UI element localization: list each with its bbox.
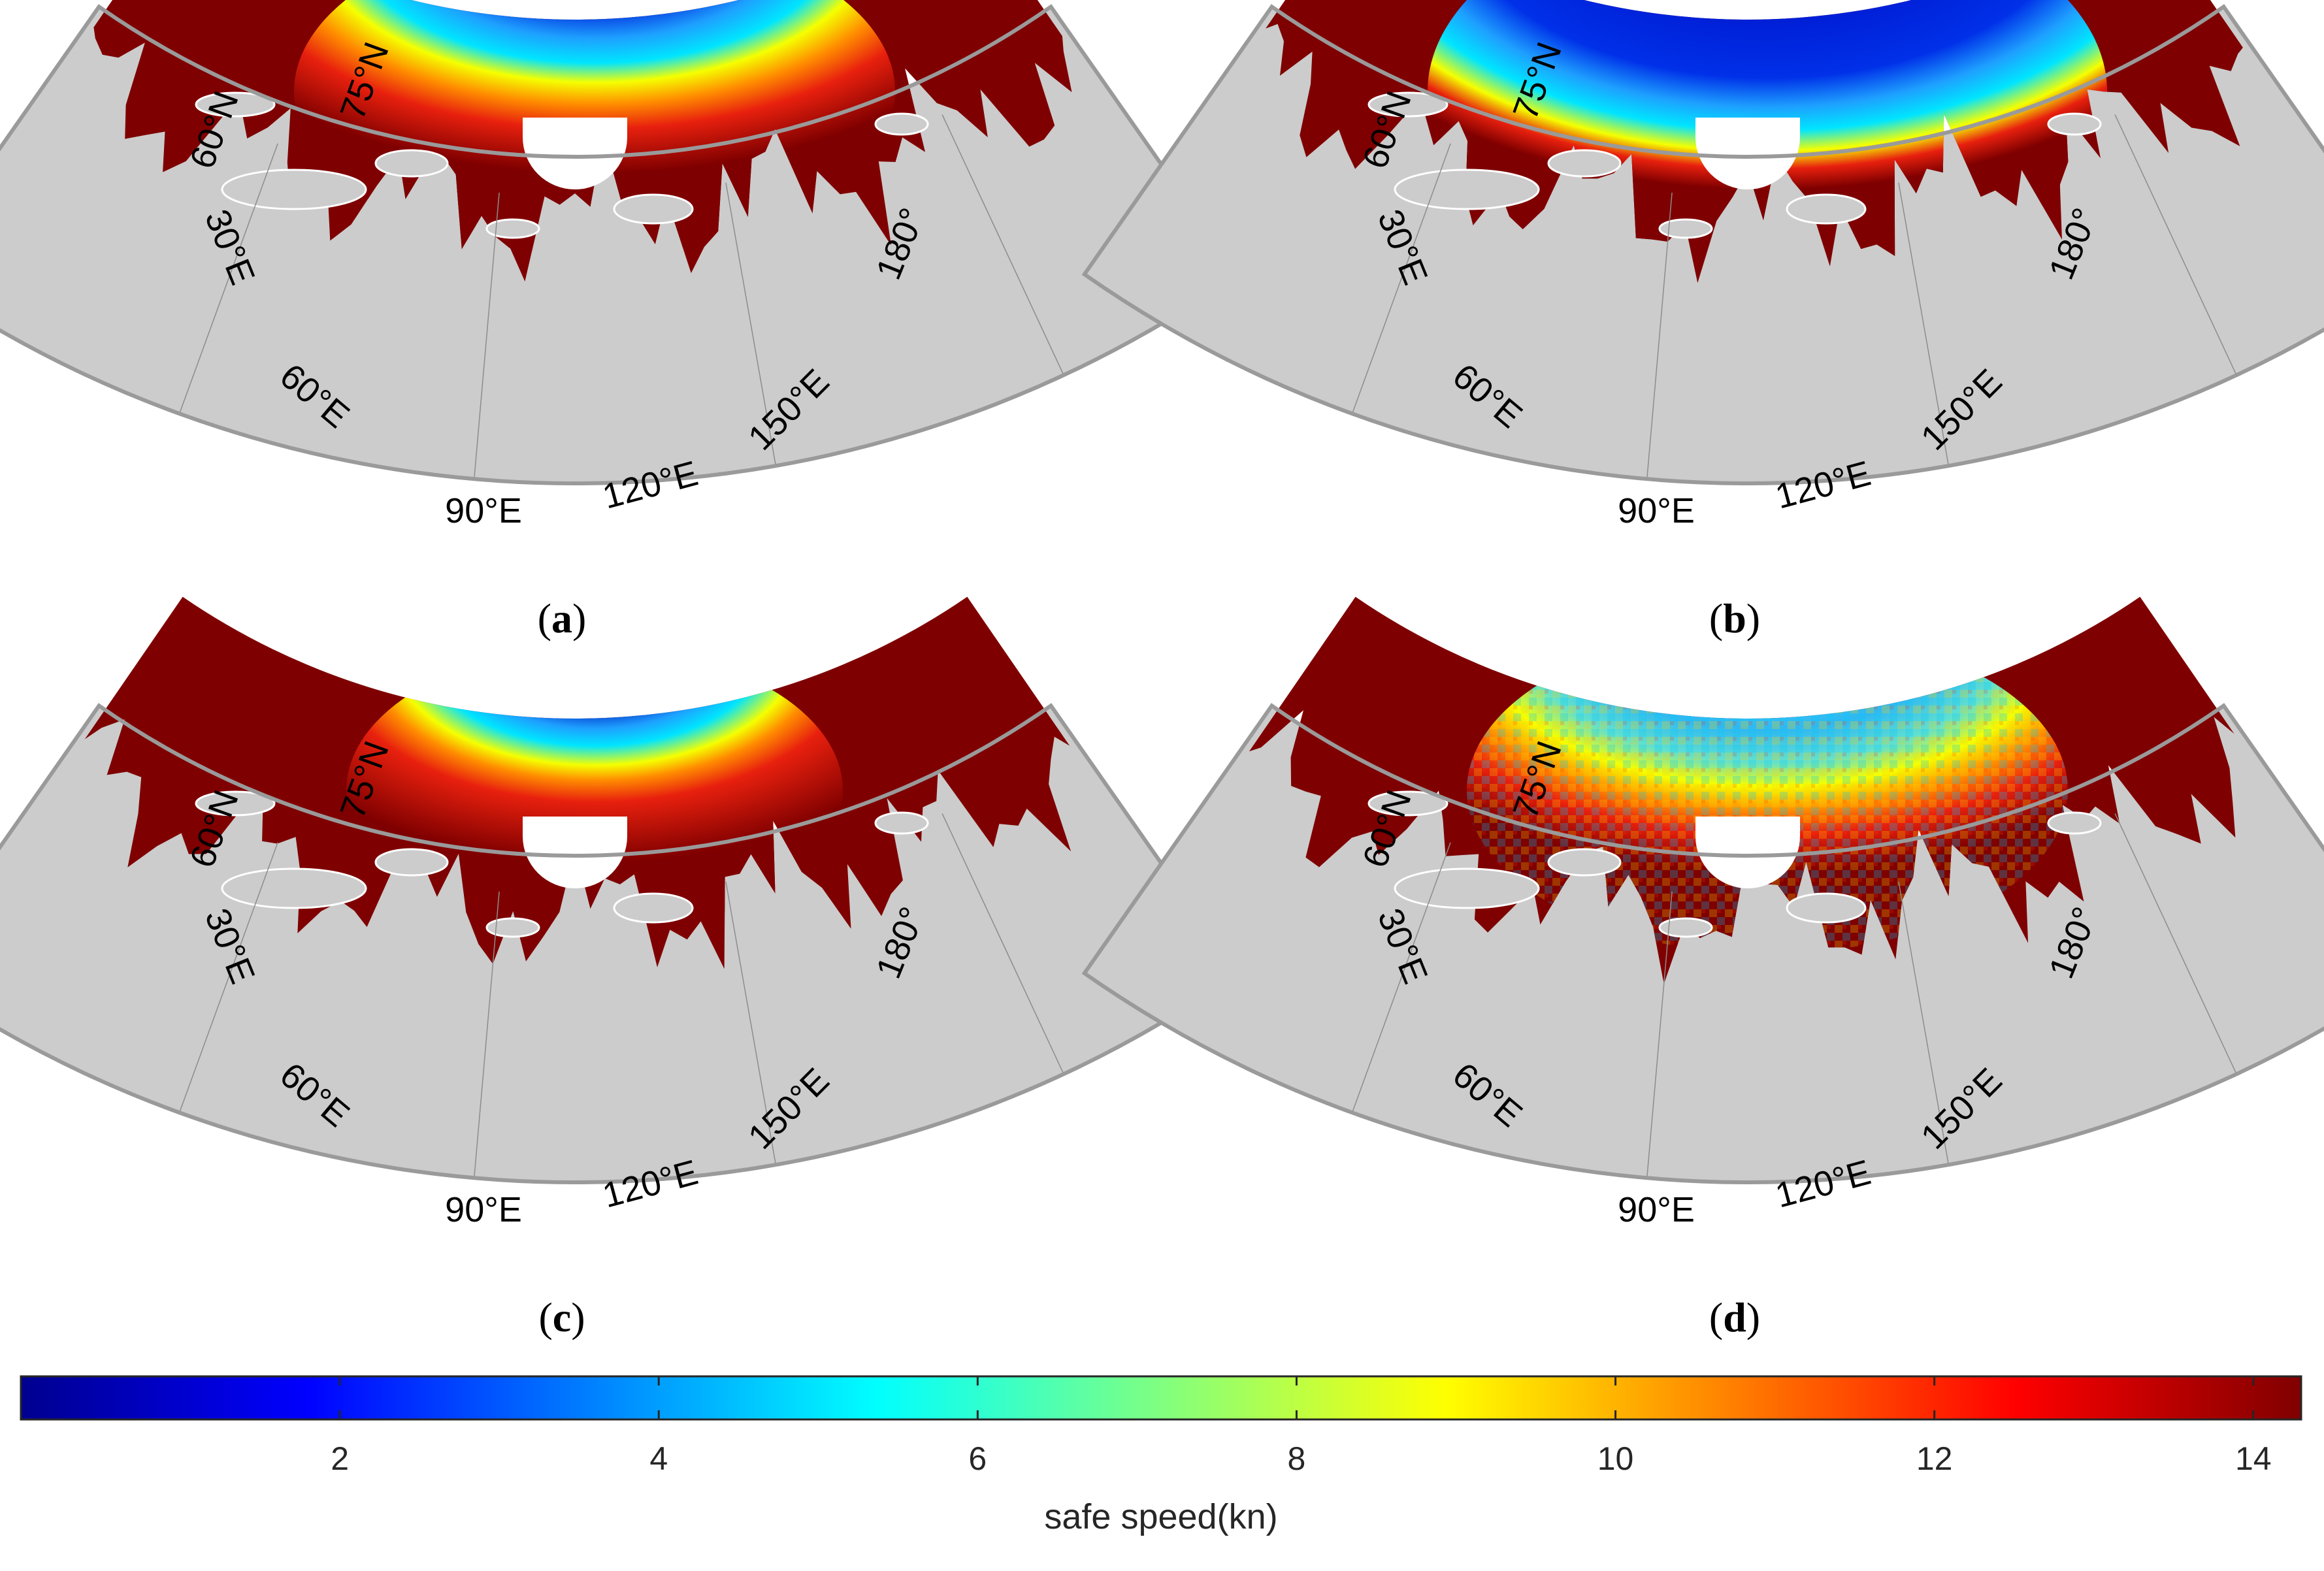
panel-caption-a: (a) [538,595,587,641]
panel-caption-c: (c) [538,1294,585,1340]
meridian-line [2114,813,2237,1075]
meridian-line [1351,143,1451,414]
meridian-line [473,891,500,1178]
panel-caption-b: (b) [1709,595,1760,641]
colorbar-tick-label: 6 [968,1440,987,1477]
meridian-line [1351,842,1451,1113]
meridian-line [725,182,777,466]
axis-label-lon90: 90°E [1618,1190,1695,1229]
meridian-line [1898,881,1950,1165]
colorbar-tick-label: 10 [1597,1440,1634,1477]
island-5 [2047,811,2102,835]
meridian-line [941,114,1064,376]
island-3 [613,193,694,225]
island-6 [1658,218,1713,239]
island-4 [1367,91,1448,118]
meridian-line [2114,114,2237,376]
island-3 [613,892,694,924]
meridian-line [1646,192,1673,479]
colorbar-gradient [20,1375,2302,1421]
island-2 [374,149,449,178]
island-3 [1786,193,1867,225]
island-1 [1394,169,1540,210]
island-6 [485,218,540,239]
island-4 [195,91,276,118]
island-1 [221,867,367,909]
island-2 [1547,149,1622,178]
island-5 [874,811,929,835]
sector-outline [1081,703,2324,1185]
pole-notch [523,118,627,189]
island-2 [374,848,449,877]
colorbar-tick-label: 14 [2235,1440,2272,1477]
island-1 [221,169,367,210]
island-1 [1394,867,1540,909]
meridian-line [725,881,777,1165]
island-5 [874,112,929,136]
island-6 [1658,917,1713,938]
map-panels: 60°N75°N30°E60°E90°E 120°E150°E180°(a)60°… [0,0,2324,1340]
pole-notch [1695,118,1800,189]
colorbar-tick-label: 8 [1288,1440,1306,1477]
island-6 [485,917,540,938]
island-4 [1367,790,1448,817]
colorbar: 2 4 6 8 10 12 14 safe speed(kn) [20,1375,2302,1536]
axis-label-lon90: 90°E [445,1190,522,1229]
pole-notch [523,817,627,888]
sector-outline [1081,4,2324,485]
meridian-line [941,813,1064,1075]
sector-outline [0,703,1241,1185]
pole-notch [1695,817,1800,888]
meridian-line [473,192,500,479]
meridian-line [1646,891,1673,1178]
island-3 [1786,892,1867,924]
colorbar-tick-label: 2 [331,1440,349,1477]
island-5 [2047,112,2102,136]
sector-outline [0,4,1241,485]
island-2 [1547,848,1622,877]
ice-speed-gradient [346,647,843,934]
meridian-line [1898,182,1950,466]
island-4 [195,790,276,817]
meridian-line [178,842,278,1113]
colorbar-ticks: 2 4 6 8 10 12 14 [331,1376,2272,1477]
axis-label-lon90: 90°E [1618,491,1695,530]
axis-label-lon90: 90°E [445,491,522,530]
panel-caption-d: (d) [1709,1294,1760,1340]
colorbar-tick-label: 12 [1916,1440,1953,1477]
meridian-line [178,143,278,414]
colorbar-title: safe speed(kn) [1044,1497,1277,1536]
colorbar-tick-label: 4 [649,1440,668,1477]
